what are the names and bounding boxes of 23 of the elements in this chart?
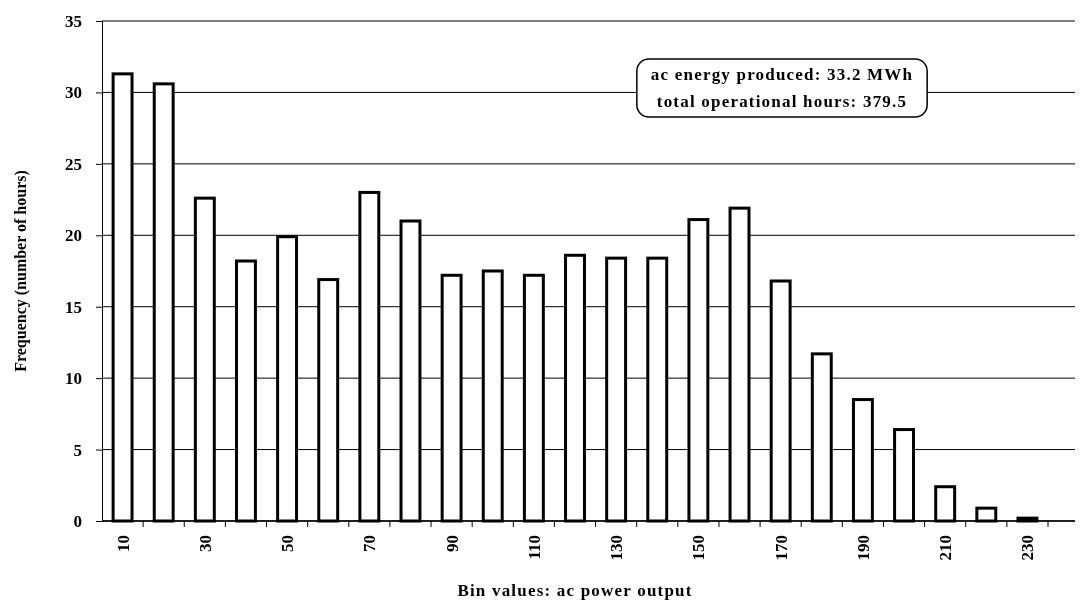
y-tick-label: 35	[65, 11, 82, 31]
x-tick-label: 30	[195, 535, 215, 552]
y-tick-label: 20	[65, 226, 82, 246]
x-tick-label: 90	[442, 535, 462, 552]
x-tick-label: 10	[113, 535, 133, 552]
y-axis-title: Frequency (number of hours)	[12, 170, 30, 372]
y-tick-label: 5	[73, 440, 82, 460]
x-axis-title: Bin values: ac power output	[457, 581, 693, 600]
x-tick-label: 230	[1018, 535, 1038, 561]
y-tick-label: 30	[65, 83, 82, 103]
y-tick-label: 0	[73, 511, 82, 531]
y-tick-label: 25	[65, 154, 82, 174]
x-tick-label: 150	[689, 535, 709, 561]
x-tick-label: 70	[360, 535, 380, 552]
x-tick-label: 210	[936, 535, 956, 561]
x-tick-label: 110	[524, 535, 544, 560]
x-tick-label: 50	[278, 535, 298, 552]
x-tick-label: 170	[771, 535, 791, 561]
y-tick-label: 15	[65, 297, 82, 317]
x-tick-label: 190	[853, 535, 873, 561]
y-tick-label: 10	[65, 369, 82, 389]
x-tick-label: 130	[607, 535, 627, 561]
annotation: ac energy produced: 33.2 MWh total operational hours: 379.5	[650, 65, 914, 111]
